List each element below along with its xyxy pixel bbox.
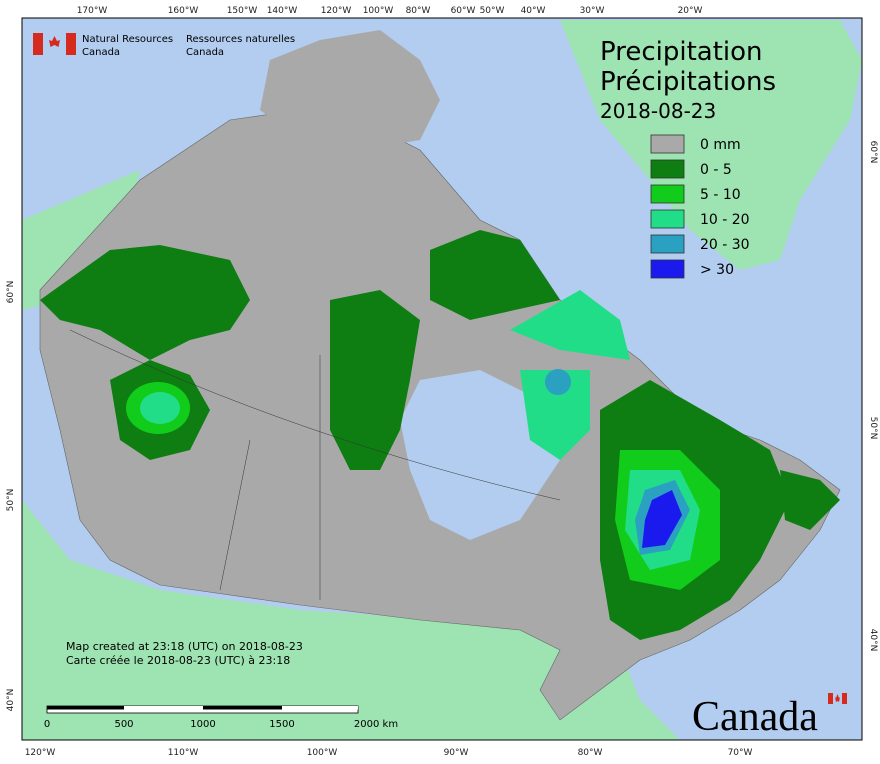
credit: Carte créée le 2018-08-23 (UTC) à 23:18 [66, 654, 290, 667]
frame [21, 17, 863, 741]
legend-label: 0 mm [700, 137, 741, 153]
lon-label: 50°W [480, 6, 505, 16]
lon-label: 20°W [678, 6, 703, 16]
usa [22, 500, 680, 740]
scale-segment [47, 706, 124, 710]
lat-label: 60°N [6, 281, 16, 304]
legend-swatch [650, 234, 685, 254]
lon-label: 60°W [451, 6, 476, 16]
lat-label: 60°N [868, 141, 878, 164]
maple-leaf [49, 36, 60, 47]
arctic-islands [260, 30, 440, 150]
wordmark: Canada [692, 694, 818, 740]
credit: Map created at 23:18 (UTC) on 2018-08-23 [66, 640, 303, 653]
lat-label: 40°N [6, 689, 16, 712]
alaska [22, 170, 140, 310]
precip-nq-2 [545, 369, 571, 395]
precip-ungava [510, 290, 630, 360]
legend-swatch [650, 209, 685, 229]
scale-label: 1000 [190, 719, 215, 730]
org-fr: Canada [186, 47, 224, 58]
org-en: Natural Resources [82, 34, 173, 45]
org-en: Canada [82, 47, 120, 58]
lon-label: 110°W [168, 748, 199, 758]
scale-segment [124, 706, 203, 710]
canada-wordmark: Canada [692, 693, 847, 740]
lon-label: 80°W [578, 748, 603, 758]
lon-label: 170°W [77, 6, 108, 16]
lon-label: 120°W [321, 6, 352, 16]
lat-label: 40°N [868, 629, 878, 652]
maple-leaf [835, 694, 840, 702]
flag-bar [842, 693, 847, 704]
legend-label: 20 - 30 [700, 237, 750, 253]
hudson-bay [400, 370, 560, 540]
graticule [69, 329, 561, 600]
legend-swatch [650, 259, 685, 279]
graticule-line [219, 439, 251, 591]
legend-label: 5 - 10 [700, 187, 741, 203]
lon-label: 70°W [728, 748, 753, 758]
scale-bar: 0 500 1000 1500 2000 km [44, 705, 398, 730]
lat-label: 50°N [6, 489, 16, 512]
lon-label: 120°W [25, 748, 56, 758]
scale-label: 2000 km [354, 719, 398, 730]
scale-label: 500 [114, 719, 133, 730]
date: 2018-08-23 [600, 99, 716, 123]
legend-swatch [650, 159, 685, 179]
graticule-labels: 170°W 160°W 150°W 140°W 120°W 100°W 80°W 60°W 50… [6, 6, 878, 758]
lon-label: 150°W [227, 6, 258, 16]
scale-label: 0 [44, 719, 50, 730]
scale-segment [203, 706, 282, 710]
precip-ab-3 [140, 392, 180, 424]
lon-label: 140°W [267, 6, 298, 16]
precip-qc-5 [642, 490, 682, 548]
greenland [560, 20, 862, 270]
lon-label: 90°W [444, 748, 469, 758]
flag-bar [33, 33, 43, 55]
precip-nl [780, 470, 840, 530]
legend-label: 10 - 20 [700, 212, 750, 228]
precip-nq [520, 370, 590, 460]
precip-baffin [430, 230, 560, 320]
legend-label: 0 - 5 [700, 162, 732, 178]
lon-label: 40°W [521, 6, 546, 16]
legend: 0 mm 0 - 5 5 - 10 10 - 20 20 - 30 > 30 [650, 134, 750, 279]
scale-segment [282, 706, 358, 710]
legend-swatch [650, 184, 685, 204]
lon-label: 80°W [406, 6, 431, 16]
lon-label: 100°W [307, 748, 338, 758]
title: Precipitation [600, 37, 763, 67]
legend-label: > 30 [700, 262, 734, 278]
legend-swatch [650, 134, 685, 154]
title-fr: Précipitations [600, 67, 776, 97]
graticule-line [69, 329, 561, 501]
lon-label: 30°W [580, 6, 605, 16]
land [22, 20, 862, 740]
org-fr: Ressources naturelles [186, 34, 295, 45]
precip-kivalliq [330, 290, 420, 470]
lat-label: 50°N [868, 417, 878, 440]
lon-label: 160°W [168, 6, 199, 16]
flag-bar [66, 33, 76, 55]
flag-bar [828, 693, 833, 704]
precip-nw [40, 245, 250, 360]
lon-label: 100°W [363, 6, 394, 16]
nrcan-logo [33, 33, 76, 55]
scale-label: 1500 [269, 719, 294, 730]
